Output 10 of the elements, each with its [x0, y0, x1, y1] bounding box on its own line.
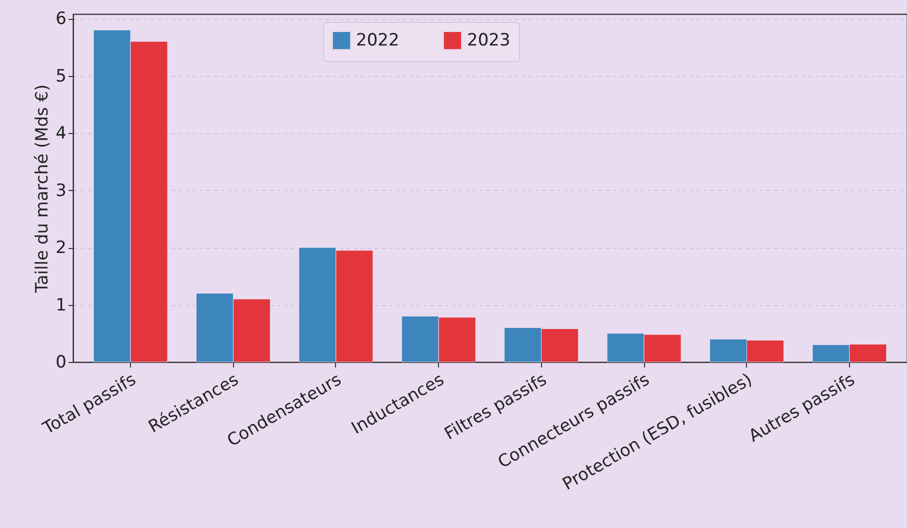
y-tick-label: 4 — [56, 124, 66, 144]
y-tick-label: 1 — [56, 295, 66, 316]
y-tick-label: 0 — [56, 352, 66, 372]
y-axis-title: Taille du marché (Mds €) — [32, 84, 53, 294]
legend-label: 2022 — [356, 30, 400, 51]
legend-label: 2023 — [467, 30, 510, 51]
y-tick-label: 6 — [56, 9, 66, 30]
y-tick-label: 2 — [56, 238, 66, 258]
y-tick-label: 3 — [56, 180, 66, 201]
y-tick-label: 5 — [56, 66, 66, 86]
